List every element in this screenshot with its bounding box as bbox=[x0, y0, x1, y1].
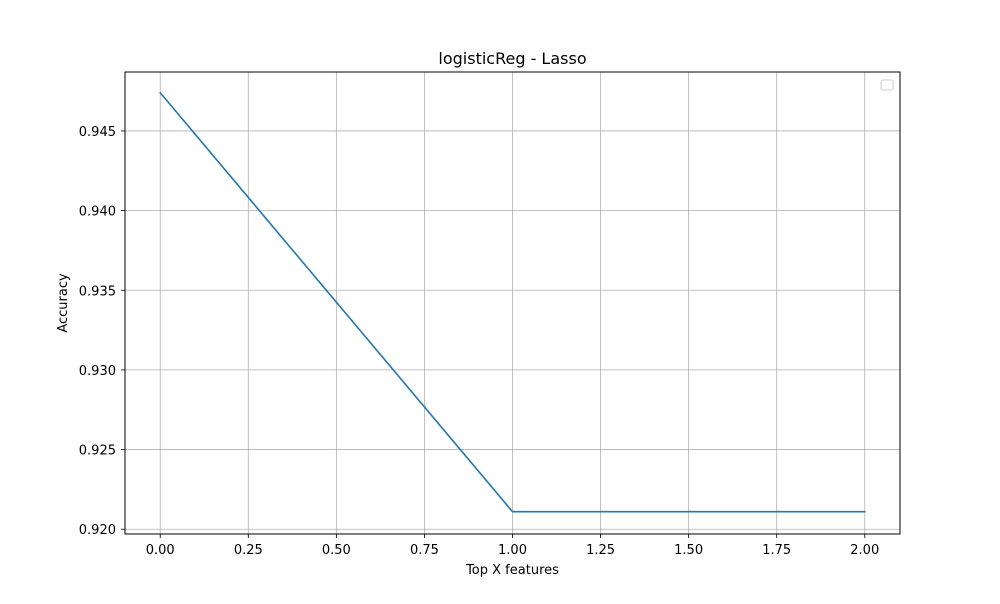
series-line bbox=[159, 91, 866, 513]
x-tick-label: 1.75 bbox=[762, 543, 791, 558]
y-tick-label: 0.940 bbox=[79, 205, 116, 220]
x-tick-label: 2.00 bbox=[850, 543, 879, 558]
grid-lines bbox=[125, 72, 900, 534]
x-tick-labels: 0.00 0.25 0.50 0.75 1.00 1.25 1.50 1.75 2.00 bbox=[146, 543, 879, 558]
x-tick-label: 0.75 bbox=[410, 543, 439, 558]
y-tick-label: 0.920 bbox=[79, 523, 116, 538]
legend-box bbox=[880, 79, 894, 91]
x-tick-label: 0.50 bbox=[322, 543, 351, 558]
y-tick-label: 0.935 bbox=[79, 284, 116, 299]
x-tick-label: 0.00 bbox=[146, 543, 175, 558]
y-tick-label: 0.945 bbox=[79, 125, 116, 140]
x-tick-label: 1.00 bbox=[498, 543, 527, 558]
x-tick-label: 1.25 bbox=[586, 543, 615, 558]
chart-title: logisticReg - Lasso bbox=[438, 49, 586, 68]
y-axis-label: Accuracy bbox=[56, 273, 71, 333]
y-tick-label: 0.925 bbox=[79, 444, 116, 459]
x-tick-label: 1.50 bbox=[674, 543, 703, 558]
tick-marks bbox=[121, 130, 866, 538]
series-layer bbox=[159, 91, 866, 513]
x-tick-label: 0.25 bbox=[234, 543, 263, 558]
y-tick-labels: 0.920 0.925 0.930 0.935 0.940 0.945 bbox=[79, 125, 116, 538]
x-axis-label: Top X features bbox=[465, 563, 559, 578]
y-tick-label: 0.930 bbox=[79, 364, 116, 379]
